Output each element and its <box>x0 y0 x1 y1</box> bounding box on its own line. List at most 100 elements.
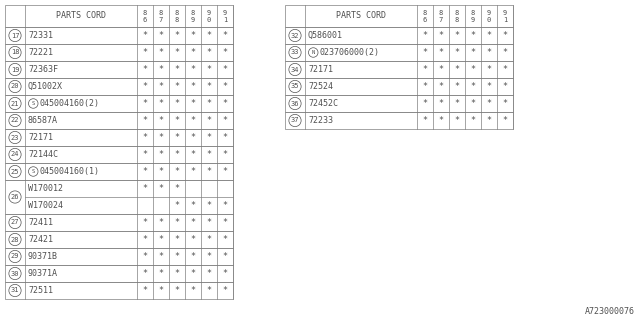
Text: *: * <box>191 150 195 159</box>
Text: *: * <box>207 99 211 108</box>
Text: *: * <box>470 116 476 125</box>
Bar <box>5 61 233 78</box>
Bar <box>285 78 513 95</box>
Text: *: * <box>143 116 147 125</box>
Text: *: * <box>191 252 195 261</box>
Text: *: * <box>159 286 163 295</box>
Text: 22: 22 <box>11 117 19 124</box>
Text: *: * <box>454 65 460 74</box>
Text: 8: 8 <box>423 10 427 16</box>
Text: *: * <box>143 235 147 244</box>
Text: *: * <box>454 116 460 125</box>
Text: PARTS CORD: PARTS CORD <box>336 12 386 20</box>
Text: *: * <box>159 99 163 108</box>
Text: *: * <box>191 133 195 142</box>
Bar <box>5 180 233 214</box>
Text: 6: 6 <box>423 17 427 23</box>
Text: *: * <box>223 218 227 227</box>
Bar <box>5 44 233 61</box>
Text: 9: 9 <box>487 10 491 16</box>
Text: *: * <box>159 31 163 40</box>
Text: *: * <box>143 252 147 261</box>
Text: 6: 6 <box>143 17 147 23</box>
Text: *: * <box>223 133 227 142</box>
Text: 7: 7 <box>439 17 443 23</box>
Text: *: * <box>207 116 211 125</box>
Text: 72171: 72171 <box>308 65 333 74</box>
Text: *: * <box>143 286 147 295</box>
Text: *: * <box>422 99 428 108</box>
Text: *: * <box>159 184 163 193</box>
Text: *: * <box>175 235 179 244</box>
Text: *: * <box>422 116 428 125</box>
Text: 0: 0 <box>487 17 491 23</box>
Text: W170012: W170012 <box>28 184 63 193</box>
Bar <box>285 95 513 112</box>
Text: *: * <box>438 99 444 108</box>
Text: *: * <box>454 31 460 40</box>
Text: A723000076: A723000076 <box>585 307 635 316</box>
Text: *: * <box>175 133 179 142</box>
Text: *: * <box>175 201 179 210</box>
Text: *: * <box>191 48 195 57</box>
Text: *: * <box>223 65 227 74</box>
Text: *: * <box>470 31 476 40</box>
Text: Q51002X: Q51002X <box>28 82 63 91</box>
Text: 045004160(1): 045004160(1) <box>39 167 99 176</box>
Bar <box>5 231 233 248</box>
Text: 9: 9 <box>471 17 475 23</box>
Text: *: * <box>191 167 195 176</box>
Text: W170024: W170024 <box>28 201 63 210</box>
Text: *: * <box>502 31 508 40</box>
Text: 72524: 72524 <box>308 82 333 91</box>
Text: *: * <box>486 82 492 91</box>
Text: S: S <box>31 169 35 174</box>
Text: *: * <box>454 82 460 91</box>
Text: 20: 20 <box>11 84 19 90</box>
Text: *: * <box>143 133 147 142</box>
Text: 86587A: 86587A <box>28 116 58 125</box>
Text: *: * <box>143 48 147 57</box>
Text: *: * <box>454 99 460 108</box>
Text: 7: 7 <box>159 17 163 23</box>
Text: *: * <box>486 31 492 40</box>
Text: *: * <box>175 116 179 125</box>
Text: *: * <box>143 82 147 91</box>
Text: 33: 33 <box>291 50 300 55</box>
Text: 31: 31 <box>11 287 19 293</box>
Text: *: * <box>207 167 211 176</box>
Text: *: * <box>175 286 179 295</box>
Text: S: S <box>31 101 35 106</box>
Text: 8: 8 <box>439 10 443 16</box>
Text: 26: 26 <box>11 194 19 200</box>
Text: 9: 9 <box>503 10 507 16</box>
Text: *: * <box>438 65 444 74</box>
Bar <box>5 214 233 231</box>
Text: *: * <box>159 167 163 176</box>
Text: *: * <box>175 65 179 74</box>
Text: *: * <box>207 235 211 244</box>
Bar <box>5 265 233 282</box>
Text: *: * <box>223 116 227 125</box>
Text: *: * <box>470 65 476 74</box>
Text: *: * <box>191 65 195 74</box>
Text: *: * <box>159 82 163 91</box>
Text: *: * <box>143 184 147 193</box>
Text: *: * <box>191 31 195 40</box>
Bar <box>5 248 233 265</box>
Text: 72233: 72233 <box>308 116 333 125</box>
Text: *: * <box>159 218 163 227</box>
Text: *: * <box>159 235 163 244</box>
Text: *: * <box>207 82 211 91</box>
Text: *: * <box>207 269 211 278</box>
Text: *: * <box>438 48 444 57</box>
Text: 32: 32 <box>291 33 300 38</box>
Text: PARTS CORD: PARTS CORD <box>56 12 106 20</box>
Text: *: * <box>207 286 211 295</box>
Text: *: * <box>159 269 163 278</box>
Text: N: N <box>312 50 315 55</box>
Text: 25: 25 <box>11 169 19 174</box>
Text: 19: 19 <box>11 67 19 73</box>
Text: *: * <box>159 116 163 125</box>
Text: 72363F: 72363F <box>28 65 58 74</box>
